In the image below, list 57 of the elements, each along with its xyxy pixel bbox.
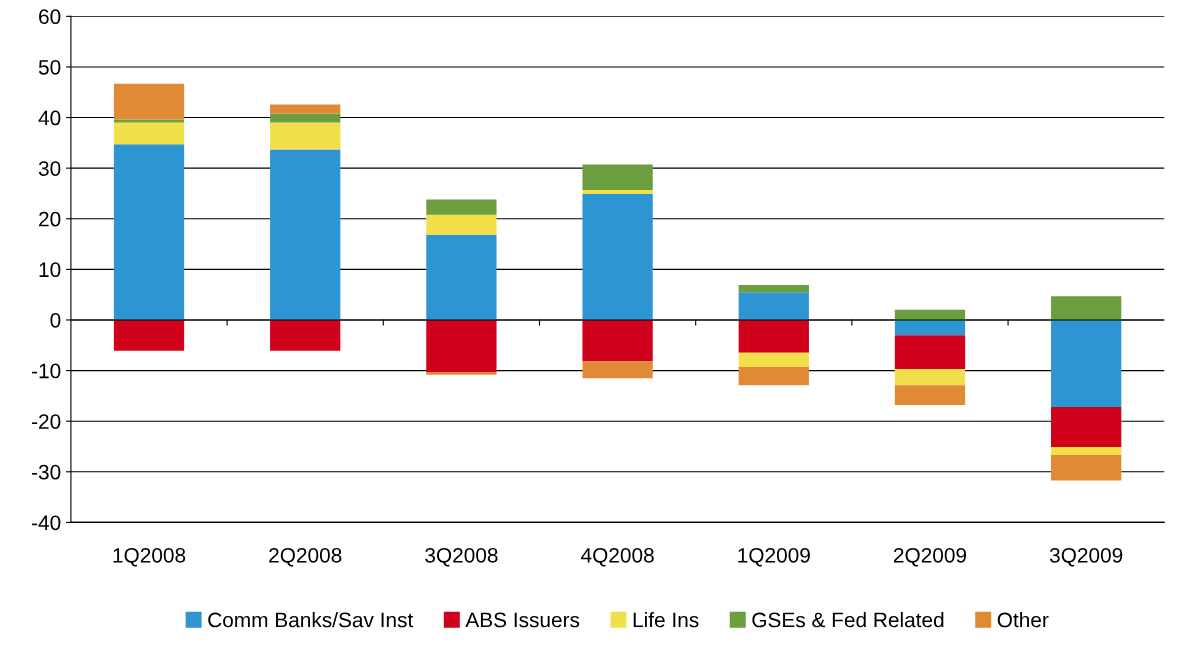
y-tick-label: 50 (38, 59, 61, 75)
bar (270, 149, 341, 320)
legend-label: Other (997, 612, 1049, 628)
bar (738, 319, 809, 353)
legend-label: ABS Issuers (465, 612, 580, 628)
bar (894, 369, 966, 386)
bar (426, 319, 497, 373)
y-tick-label: -40 (32, 515, 61, 531)
bar (426, 199, 497, 215)
bar (738, 352, 809, 368)
bar (582, 164, 653, 190)
x-tick-label: 1Q2008 (113, 547, 186, 567)
bar (582, 189, 653, 194)
bar (426, 372, 497, 375)
bar (1051, 455, 1122, 481)
y-tick-label: -30 (32, 464, 61, 480)
x-tick-label: 1Q2009 (738, 547, 810, 567)
legend-label: Comm Banks/Sav Inst (208, 612, 414, 628)
legend-label: Life Ins (633, 612, 699, 628)
x-tick-label: 3Q2009 (1049, 547, 1123, 567)
x-tick-label: 2Q2008 (269, 547, 342, 567)
bar (894, 319, 966, 336)
y-tick-label: 60 (39, 9, 61, 25)
bar (1051, 446, 1122, 456)
y-tick-label: -20 (32, 414, 61, 429)
x-tick-label: 3Q2008 (425, 547, 498, 567)
bar (894, 335, 966, 370)
y-tick-label: 30 (38, 161, 61, 176)
bar (113, 122, 185, 145)
bar (894, 385, 966, 405)
bar (270, 122, 341, 150)
bar (270, 104, 341, 114)
bar (426, 214, 497, 235)
bar (113, 83, 185, 120)
y-tick-label: 20 (39, 211, 61, 227)
bar (582, 319, 653, 362)
bar (270, 319, 341, 351)
legend-label: GSEs & Fed Related (752, 612, 944, 628)
bar (738, 285, 809, 293)
bar (426, 234, 497, 320)
bar (582, 193, 653, 320)
bar (738, 292, 809, 320)
x-tick-label: 4Q2008 (581, 547, 654, 567)
x-tick-label: 2Q2009 (893, 547, 967, 567)
bar (582, 361, 653, 379)
y-tick-label: 10 (39, 262, 61, 278)
y-tick-label: 0 (50, 312, 61, 328)
bar (738, 367, 809, 386)
bar (270, 113, 341, 123)
bar (113, 319, 185, 351)
y-tick-label: 40 (38, 110, 61, 126)
bar (1051, 296, 1122, 320)
bar (1051, 407, 1122, 447)
bar (1051, 319, 1122, 408)
bar (113, 119, 185, 123)
bar (113, 144, 185, 320)
y-tick-label: -10 (32, 363, 61, 379)
